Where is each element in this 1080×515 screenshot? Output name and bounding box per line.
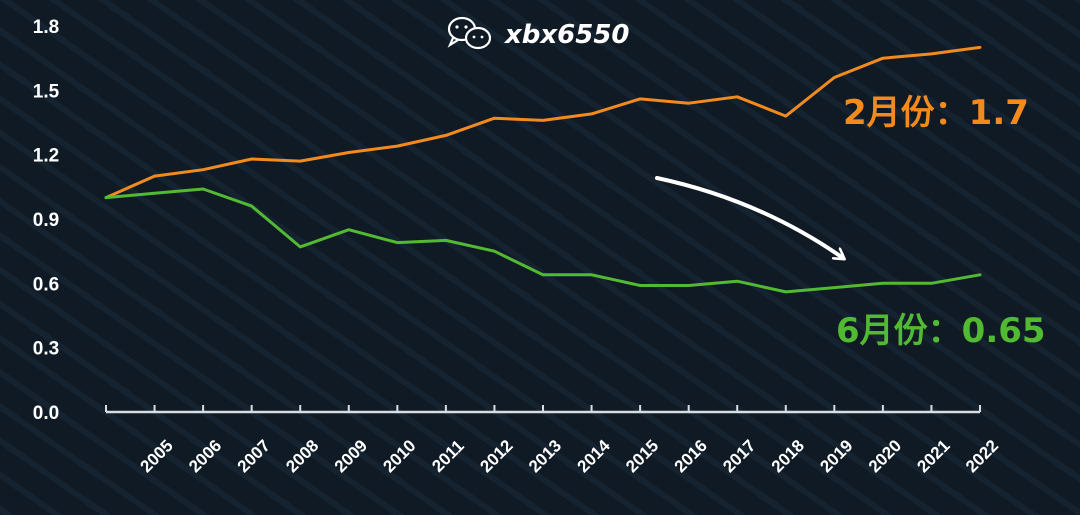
series-layer	[104, 45, 982, 294]
wechat-icon	[447, 16, 492, 50]
series-line-february	[104, 45, 982, 200]
annotation-june: 6月份：0.65	[836, 311, 1046, 351]
y-tick-label: 1.5	[33, 81, 60, 102]
y-tick-label: 0.9	[33, 210, 59, 231]
y-tick-label: 0.6	[33, 274, 59, 295]
y-tick-label: 0.3	[33, 339, 59, 360]
annotation-february: 2月份：1.7	[843, 93, 1029, 133]
y-tick-label: 0.0	[33, 403, 59, 424]
y-axis: 0.0 0.3 0.6 0.9 1.2 1.5 1.8	[33, 17, 60, 424]
series-line-june	[104, 187, 982, 294]
watermark: xbx6550	[447, 16, 630, 50]
y-tick-label: 1.8	[33, 17, 59, 38]
y-tick-label: 1.2	[33, 146, 59, 167]
trend-arrow	[655, 176, 843, 258]
watermark-text: xbx6550	[503, 20, 630, 50]
